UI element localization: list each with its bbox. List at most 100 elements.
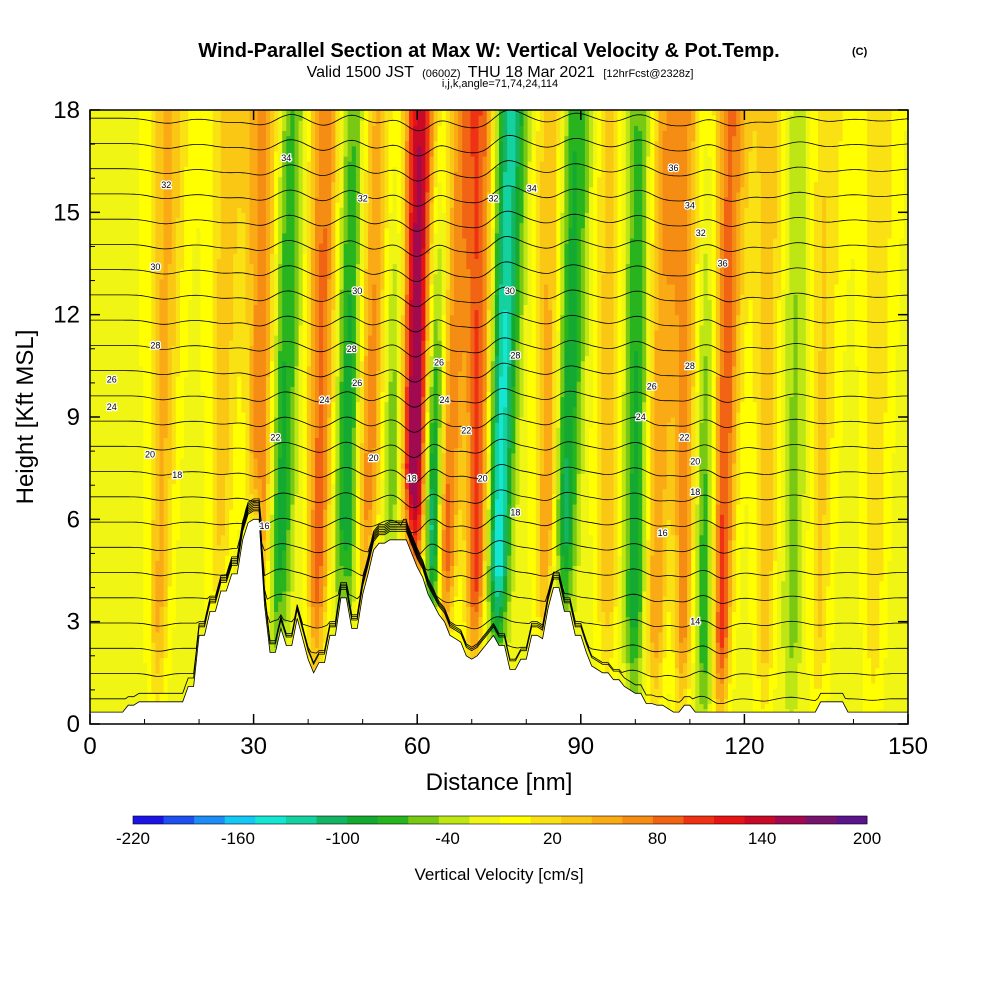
- field-cell: [237, 478, 242, 485]
- field-cell: [139, 432, 144, 438]
- field-cell: [188, 631, 193, 638]
- field-cell: [143, 376, 148, 382]
- field-cell: [118, 708, 124, 715]
- field-cell: [188, 253, 193, 259]
- field-cell: [143, 519, 148, 525]
- field-cell: [102, 263, 107, 270]
- field-cell: [216, 529, 222, 536]
- field-cell: [184, 406, 189, 413]
- field-cell: [175, 468, 181, 474]
- field-cell: [196, 570, 201, 577]
- field-cell: [204, 294, 210, 300]
- field-cell: [253, 324, 259, 331]
- field-cell: [94, 319, 99, 326]
- field-cell: [245, 222, 251, 229]
- field-cell: [184, 263, 189, 270]
- field-cell: [94, 447, 99, 454]
- field-cell: [253, 237, 259, 244]
- field-cell: [225, 217, 230, 224]
- field-cell: [94, 330, 99, 336]
- field-cell: [188, 115, 193, 121]
- field-cell: [151, 565, 156, 572]
- field-cell: [237, 381, 242, 387]
- field-cell: [110, 565, 116, 572]
- field-cell: [192, 330, 197, 336]
- field-cell: [94, 534, 99, 541]
- field-cell: [237, 243, 242, 249]
- field-cell: [229, 150, 234, 157]
- field-cell: [147, 135, 152, 142]
- field-cell: [114, 606, 120, 612]
- field-cell: [220, 130, 226, 137]
- field-cell: [171, 381, 177, 387]
- field-cell: [253, 365, 259, 372]
- field-cell: [159, 529, 165, 536]
- field-cell: [188, 237, 193, 244]
- field-cell: [94, 427, 99, 433]
- field-cell: [237, 299, 242, 305]
- field-cell: [114, 544, 120, 551]
- field-cell: [192, 207, 197, 213]
- field-cell: [122, 263, 128, 270]
- field-cell: [171, 591, 177, 597]
- field-cell: [167, 483, 173, 490]
- field-cell: [229, 468, 234, 474]
- field-cell: [241, 478, 246, 485]
- field-cell: [163, 135, 169, 142]
- field-cell: [102, 340, 107, 346]
- field-cell: [147, 176, 152, 183]
- field-cell: [126, 335, 132, 341]
- field-cell: [159, 386, 165, 392]
- field-cell: [208, 135, 214, 142]
- field-cell: [102, 524, 107, 531]
- field-cell: [135, 145, 140, 152]
- field-cell: [118, 509, 124, 515]
- field-cell: [192, 340, 197, 346]
- field-cell: [196, 197, 201, 203]
- field-cell: [90, 585, 95, 592]
- field-cell: [245, 289, 251, 295]
- field-cell: [216, 110, 222, 116]
- field-cell: [184, 181, 189, 188]
- field-cell: [110, 253, 116, 259]
- field-cell: [163, 171, 169, 178]
- field-cell: [155, 253, 161, 259]
- field-cell: [216, 263, 222, 270]
- field-cell: [225, 145, 230, 152]
- field-cell: [143, 667, 148, 674]
- field-cell: [126, 222, 132, 229]
- field-cell: [245, 324, 251, 331]
- field-cell: [192, 360, 197, 367]
- field-cell: [135, 509, 140, 515]
- field-cell: [151, 580, 156, 587]
- field-cell: [216, 524, 222, 531]
- field-cell: [118, 442, 124, 449]
- field-cell: [208, 284, 214, 290]
- field-cell: [102, 145, 107, 152]
- field-cell: [159, 657, 165, 664]
- field-cell: [110, 667, 116, 674]
- field-cell: [233, 360, 238, 367]
- field-cell: [241, 294, 246, 300]
- field-cell: [130, 299, 136, 305]
- field-cell: [106, 258, 112, 265]
- field-cell: [106, 253, 112, 259]
- field-cell: [167, 529, 173, 536]
- field-cell: [139, 463, 144, 469]
- field-cell: [204, 335, 210, 341]
- field-cell: [163, 309, 169, 316]
- field-cell: [192, 534, 197, 541]
- field-cell: [225, 514, 230, 520]
- field-cell: [163, 376, 169, 382]
- field-cell: [147, 401, 152, 408]
- field-cell: [90, 621, 95, 628]
- field-cell: [237, 355, 242, 362]
- field-cell: [110, 647, 116, 653]
- field-cell: [241, 217, 246, 224]
- field-cell: [94, 263, 99, 270]
- field-cell: [180, 227, 185, 234]
- field-cell: [130, 243, 136, 249]
- field-cell: [110, 232, 116, 239]
- field-cell: [175, 355, 181, 362]
- field-cell: [135, 212, 140, 218]
